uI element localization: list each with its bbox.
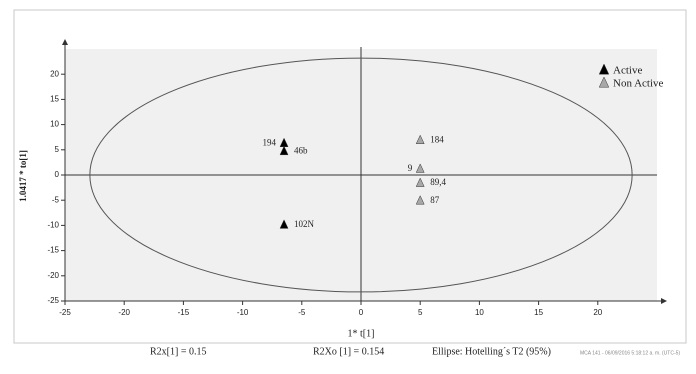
x-axis-label: 1* t[1] [348,328,375,339]
point [415,163,425,173]
x-tick-label: -25 [59,308,71,317]
y-tick-label: -25 [47,296,59,305]
x-tick-label: 5 [418,308,423,317]
y-axis-label: 1.0417 * to[1] [18,150,28,202]
y-tick-label: 15 [50,95,59,104]
point-label: 89,4 [430,177,446,187]
point-label: 194 [263,137,277,147]
point [415,195,425,205]
x-tick-label: -10 [237,308,249,317]
annotation: R2x[1] = 0.15 [150,346,206,357]
y-tick-label: 5 [55,145,60,154]
legend-label: Non Active [613,78,664,90]
point [279,219,289,229]
legend-marker [598,76,610,88]
point [415,134,425,144]
point [279,145,289,156]
x-tick-label: 10 [475,308,484,317]
axis-arrow [62,39,68,45]
point [415,177,425,187]
y-tick-label: 20 [50,69,59,78]
y-tick-label: -5 [52,195,60,204]
y-tick-label: 10 [50,120,59,129]
hotelling-ellipse [89,57,633,293]
annotation: Ellipse: Hotelling´s T2 (95%) [432,346,551,357]
y-tick-label: -15 [47,246,59,255]
axis-arrow [661,298,667,304]
frame [13,9,687,344]
x-tick-label: 15 [534,308,543,317]
annotation: R2Xo [1] = 0.154 [313,346,384,357]
y-tick-label: -20 [47,271,59,280]
legend-marker [598,63,610,75]
y-tick-label: -10 [47,221,59,230]
x-tick-label: -5 [298,308,306,317]
x-tick-label: 0 [359,308,364,317]
x-tick-label: 20 [593,308,602,317]
point-label: 9 [408,163,413,173]
point-label: 87 [430,195,440,205]
legend-label: Active [613,65,642,77]
point-label: 184 [430,134,444,144]
annotation: MCA 141 - 06/09/2016 5:18:12 a. m. (UTC-… [580,350,680,356]
x-tick-label: -15 [178,308,190,317]
point-label: 46b [294,145,308,155]
y-tick-label: 0 [55,170,60,179]
point-label: 102N [294,219,315,229]
x-tick-label: -20 [118,308,130,317]
